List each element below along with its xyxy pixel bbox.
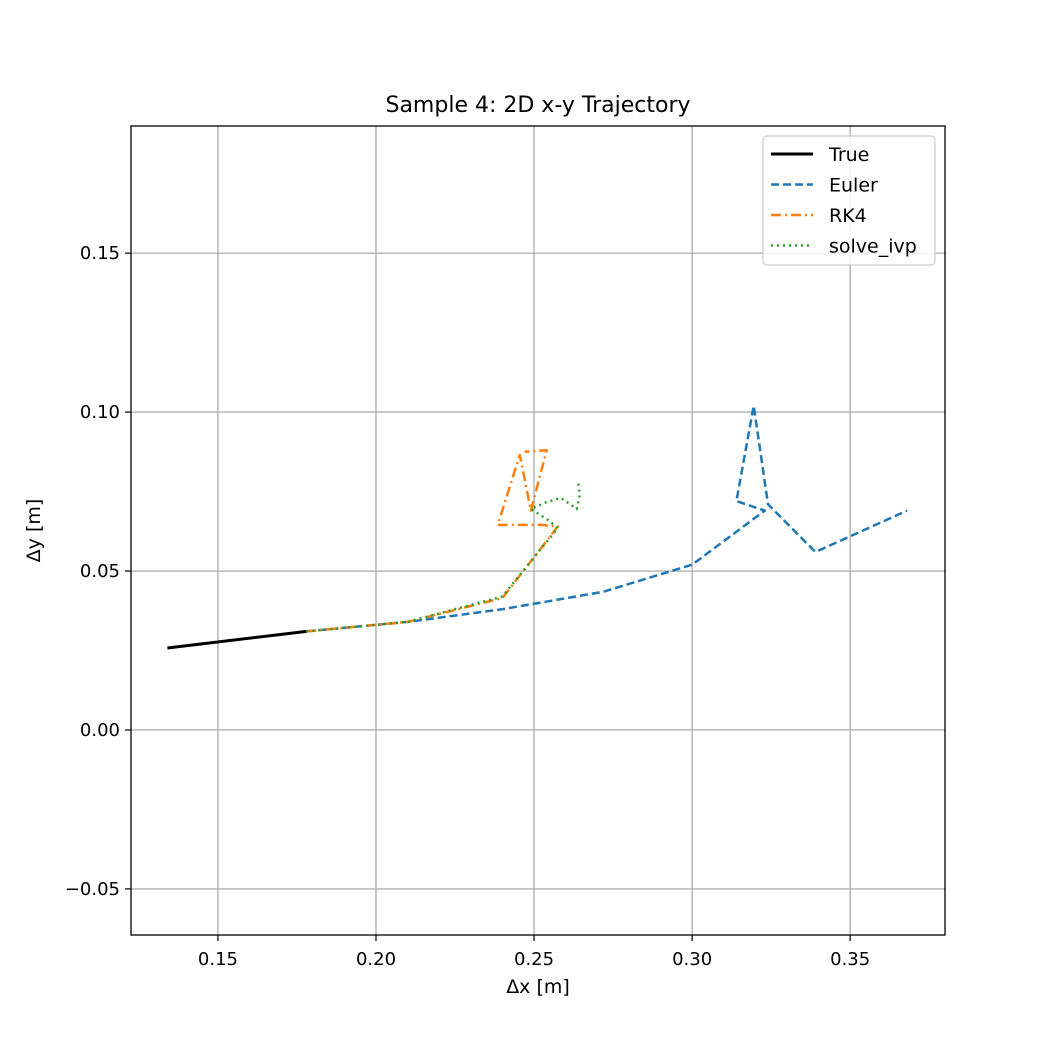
y-tick-label: 0.15 — [80, 243, 120, 264]
plot-frame — [130, 125, 946, 936]
legend-label: Euler — [829, 175, 878, 197]
y-tick-label: −0.05 — [65, 879, 120, 900]
legend-label: solve_ivp — [829, 236, 917, 258]
x-tick-label: 0.25 — [514, 949, 554, 970]
legend-label: True — [828, 144, 869, 166]
x-tick-label: 0.15 — [198, 949, 238, 970]
plot-lines — [167, 404, 908, 650]
legend-label: RK4 — [829, 205, 867, 227]
legend: True Euler RK4 solve_ivp — [762, 135, 936, 266]
x-tick-label: 0.20 — [356, 949, 396, 970]
chart-title: Sample 4: 2D x-y Trajectory — [385, 93, 690, 118]
series-line-euler — [306, 404, 908, 633]
legend-box — [762, 135, 936, 266]
y-tick-label: 0.05 — [80, 561, 120, 582]
x-axis-label: Δx [m] — [506, 976, 570, 998]
series-line-true — [167, 629, 307, 650]
x-tick-label: 0.35 — [830, 949, 870, 970]
y-tick-label: 0.00 — [80, 720, 120, 741]
y-tick-label: 0.10 — [80, 402, 120, 423]
x-tick-label: 0.30 — [672, 949, 712, 970]
series-line-rk4 — [306, 448, 560, 633]
y-axis-label: Δy [m] — [23, 499, 45, 563]
axis-ticks: 0.15 0.20 0.25 0.30 0.35 −0.05 0.00 0.05 0.10 0.1… — [65, 243, 870, 970]
